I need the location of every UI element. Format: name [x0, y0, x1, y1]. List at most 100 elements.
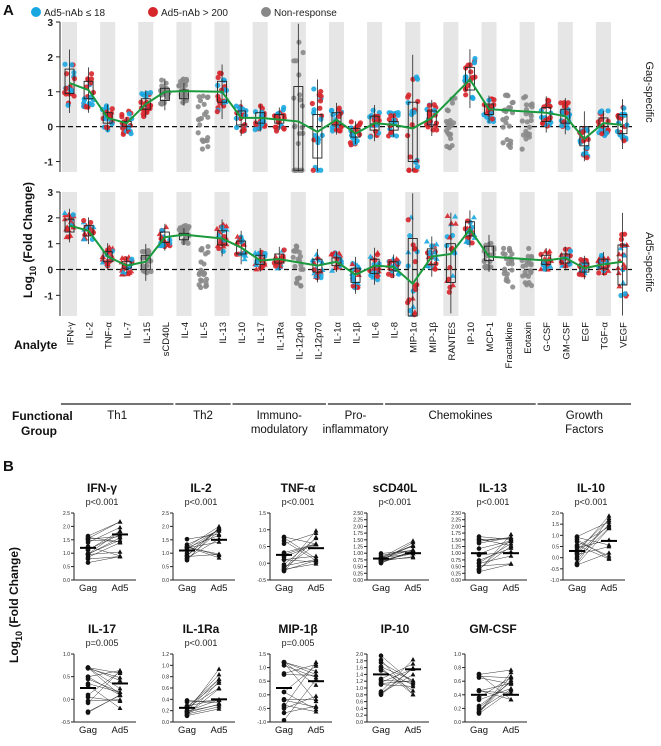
- data-point: [374, 273, 381, 279]
- data-point: [444, 277, 451, 283]
- data-point: [434, 127, 440, 133]
- data-point: [374, 249, 381, 255]
- data-point: [347, 140, 353, 146]
- x-label-gag: Gag: [372, 725, 390, 736]
- pair-line: [478, 690, 512, 700]
- panel-b-label: B: [3, 458, 14, 475]
- data-point: [615, 251, 622, 257]
- data-point: [621, 265, 628, 271]
- data-point: [128, 131, 134, 137]
- pair-line: [380, 667, 414, 695]
- pair-line: [87, 676, 121, 696]
- data-point: [63, 85, 69, 91]
- ad5-point: [410, 657, 416, 662]
- data-point: [508, 258, 514, 264]
- y-tick-label: 2.00: [451, 524, 461, 530]
- pair-line: [576, 546, 610, 555]
- data-point: [500, 117, 506, 123]
- data-point: [257, 125, 263, 131]
- pair-line: [576, 521, 610, 537]
- data-point: [412, 259, 418, 265]
- data-point: [241, 126, 247, 133]
- pair-line: [478, 563, 512, 567]
- ad5-point: [216, 685, 222, 690]
- p-value: p<0.001: [185, 638, 218, 648]
- data-point: [126, 269, 133, 275]
- analyte-label: IL-7: [123, 322, 134, 338]
- paired-panel: MIP-1β p=0.005 -1.0 -0.5 0.0 0.5 1.0 1.5 Gag Ad5: [257, 622, 332, 736]
- x-label-gag: Gag: [79, 583, 97, 594]
- y-tick-label: -1: [44, 158, 53, 169]
- pair-line: [283, 540, 317, 561]
- ad5-point: [216, 532, 222, 538]
- gag-point: [281, 562, 287, 567]
- gag-point: [378, 689, 384, 694]
- pair-line: [478, 675, 512, 679]
- pair-line: [87, 527, 121, 543]
- data-point: [126, 124, 132, 130]
- data-point: [103, 124, 109, 130]
- y-tick-label: 2.50: [451, 511, 461, 517]
- gag-point: [85, 551, 91, 557]
- data-point: [316, 92, 322, 98]
- row-0: -1 0 1 2 3: [44, 18, 632, 173]
- gag-point: [85, 710, 91, 715]
- x-label-ad5: Ad5: [112, 583, 129, 594]
- data-point: [521, 95, 527, 101]
- data-point: [296, 130, 303, 137]
- gag-point: [85, 560, 91, 565]
- data-point: [445, 121, 451, 127]
- gag-point: [476, 672, 482, 677]
- data-point: [448, 220, 455, 226]
- ad5-point: [216, 555, 222, 560]
- paired-panel: IL-13 p<0.001 0.000.250.500.751.001.251.50…: [451, 481, 527, 594]
- data-point: [203, 283, 209, 289]
- x-label-ad5: Ad5: [601, 583, 618, 594]
- data-point: [412, 245, 418, 252]
- y-tick-label: 0.5: [63, 675, 70, 681]
- data-point: [296, 39, 302, 45]
- x-label-gag: Gag: [470, 725, 488, 736]
- data-point: [180, 99, 186, 106]
- data-point: [388, 129, 394, 136]
- data-point: [233, 103, 239, 109]
- box: [350, 127, 361, 138]
- y-tick-label: 1.00: [451, 551, 461, 557]
- analyte-label: IL-1α: [332, 322, 343, 344]
- analyte-label: TNF-α: [104, 321, 115, 349]
- x-label-ad5: Ad5: [211, 725, 228, 736]
- y-tick-label: 1.50: [353, 538, 363, 544]
- box: [121, 120, 132, 128]
- data-point: [71, 76, 78, 82]
- legend-label-nonresponse: Non-response: [274, 8, 337, 19]
- data-point: [559, 259, 565, 266]
- data-point: [273, 124, 279, 130]
- data-point: [425, 124, 431, 130]
- y-tick-label: 1.4: [356, 672, 363, 678]
- group-label: Th2: [193, 410, 213, 422]
- data-point: [447, 284, 453, 290]
- data-point: [472, 55, 478, 62]
- data-point: [253, 266, 260, 272]
- ad5-point: [117, 685, 123, 691]
- data-point: [388, 113, 394, 119]
- pair-line: [576, 545, 610, 560]
- ad5-point: [410, 553, 416, 559]
- data-point: [253, 259, 260, 265]
- data-point: [313, 251, 320, 257]
- data-point: [281, 247, 287, 253]
- y-tick-label: 0.8: [162, 675, 169, 681]
- data-point: [317, 105, 323, 111]
- ad5-point: [410, 672, 416, 677]
- y-tick-label: 0.0: [259, 693, 266, 699]
- y-tick-label: 0.00: [451, 578, 461, 584]
- y-tick-label: 1: [47, 88, 53, 99]
- data-point: [290, 254, 296, 260]
- ad5-point: [508, 543, 514, 549]
- pair-line: [380, 680, 414, 684]
- pair-line: [186, 546, 220, 559]
- data-point: [299, 124, 305, 131]
- data-point: [163, 80, 169, 86]
- y-tick-label: 3: [47, 188, 53, 199]
- data-point: [332, 251, 339, 257]
